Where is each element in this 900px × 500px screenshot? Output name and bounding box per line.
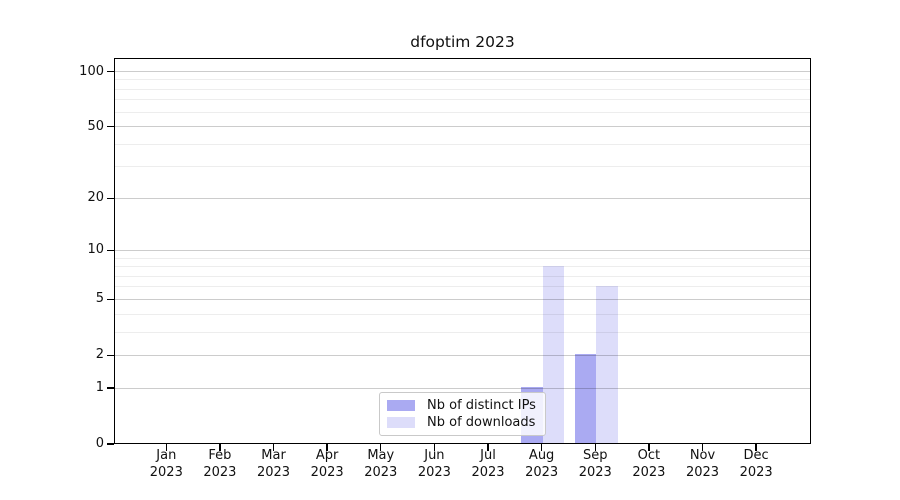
- x-tick-label: Dec 2023: [739, 448, 773, 480]
- x-tick-mark: [648, 444, 650, 451]
- minor-gridline: [115, 166, 810, 168]
- minor-gridline: [115, 99, 810, 101]
- y-tick-mark: [107, 125, 114, 128]
- y-tick-label: 0: [95, 436, 104, 451]
- minor-gridline: [115, 88, 810, 90]
- x-tick-mark: [487, 444, 489, 451]
- major-gridline: [115, 197, 810, 199]
- major-gridline: [115, 126, 810, 128]
- minor-gridline: [115, 143, 810, 145]
- y-tick-label: 1: [95, 380, 104, 396]
- minor-gridline: [115, 257, 810, 259]
- x-tick-label: Nov 2023: [685, 448, 720, 480]
- x-tick-label: Jun 2023: [417, 448, 451, 480]
- x-tick-mark: [594, 444, 596, 451]
- bar-downloads: [542, 265, 565, 443]
- y-tick-mark: [107, 354, 114, 357]
- minor-gridline: [115, 79, 810, 81]
- legend: Nb of distinct IPs Nb of downloads: [379, 392, 546, 436]
- minor-gridline: [115, 286, 810, 288]
- legend-item-distinct-ips: Nb of distinct IPs: [387, 398, 537, 413]
- chart-title: dfoptim 2023: [410, 33, 515, 51]
- x-tick-mark: [540, 444, 543, 451]
- legend-swatch-distinct-ips: [387, 400, 415, 411]
- x-tick-label: Sep 2023: [578, 448, 612, 480]
- bar-downloads: [596, 285, 618, 443]
- legend-label-downloads: Nb of downloads: [427, 415, 536, 430]
- plot-area: [114, 58, 811, 444]
- y-tick-label: 2: [95, 347, 104, 363]
- x-tick-mark: [701, 444, 704, 451]
- legend-label-distinct-ips: Nb of distinct IPs: [427, 398, 536, 413]
- x-tick-mark: [165, 444, 167, 451]
- minor-gridline: [115, 331, 810, 333]
- x-tick-label: Jan 2023: [149, 448, 183, 480]
- x-tick-mark: [433, 444, 436, 451]
- bar-distinct-ips: [574, 354, 597, 443]
- x-tick-mark: [380, 444, 382, 451]
- x-tick-mark: [219, 444, 221, 451]
- y-tick-label: 100: [79, 63, 104, 79]
- x-tick-label: Feb 2023: [203, 448, 237, 480]
- x-tick-label: Jul 2023: [471, 448, 505, 480]
- y-tick-label: 5: [95, 291, 104, 307]
- y-tick-label: 50: [87, 118, 104, 134]
- x-tick-label: Apr 2023: [310, 448, 344, 480]
- minor-gridline: [115, 111, 810, 113]
- y-tick-mark: [107, 443, 114, 445]
- minor-gridline: [115, 313, 810, 315]
- x-tick-label: May 2023: [364, 448, 398, 480]
- legend-swatch-downloads: [387, 417, 415, 428]
- y-tick-label: 10: [87, 242, 104, 258]
- y-tick-mark: [107, 249, 114, 252]
- y-tick-mark: [107, 298, 114, 301]
- x-tick-mark: [326, 444, 328, 451]
- y-tick-mark: [107, 387, 114, 389]
- major-gridline: [115, 71, 810, 73]
- major-gridline: [115, 298, 810, 301]
- major-gridline: [115, 354, 810, 356]
- legend-item-downloads: Nb of downloads: [387, 415, 537, 430]
- x-tick-label: Oct 2023: [632, 448, 666, 480]
- minor-gridline: [115, 266, 810, 268]
- y-tick-mark: [107, 197, 114, 199]
- y-tick-mark: [107, 70, 114, 73]
- x-tick-mark: [272, 444, 275, 451]
- major-gridline: [115, 387, 810, 389]
- x-tick-label: Aug 2023: [525, 448, 559, 480]
- y-tick-label: 20: [87, 190, 104, 206]
- major-gridline: [115, 249, 810, 252]
- minor-gridline: [115, 275, 810, 277]
- x-tick-mark: [755, 444, 757, 451]
- x-tick-label: Mar 2023: [256, 448, 291, 480]
